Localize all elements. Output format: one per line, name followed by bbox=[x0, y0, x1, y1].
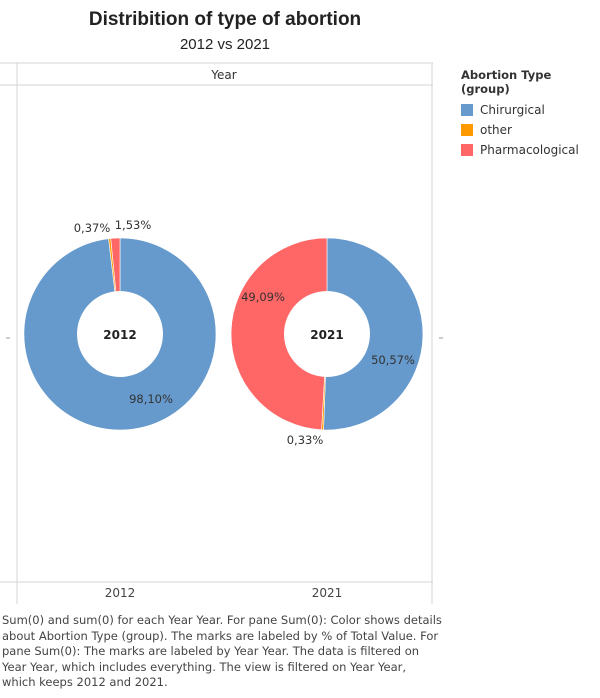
chart-caption: Sum(0) and sum(0) for each Year Year. Fo… bbox=[2, 613, 442, 689]
chart-frame bbox=[0, 62, 443, 604]
legend: Abortion Type (group) Chirurgical other … bbox=[461, 68, 600, 160]
chart-subtitle: 2012 vs 2021 bbox=[179, 36, 271, 53]
legend-title: Abortion Type (group) bbox=[461, 68, 552, 96]
legend-item-chirurgical[interactable]: Chirurgical bbox=[461, 100, 600, 120]
legend-label-pharmacological: Pharmacological bbox=[480, 143, 579, 157]
center-label-2012: 2012 bbox=[103, 328, 136, 342]
data-label-2021-other: 0,33% bbox=[287, 433, 324, 447]
data-label-2021-chirurgical: 50,57% bbox=[371, 353, 415, 367]
data-label-2021-pharmacological: 49,09% bbox=[241, 290, 285, 304]
donut-chart: Year 2012 98,10% 0,37% 1,53% 2021 50,57% 0,33%… bbox=[0, 62, 443, 604]
legend-item-pharmacological[interactable]: Pharmacological bbox=[461, 140, 600, 160]
data-label-2012-chirurgical: 98,10% bbox=[129, 392, 173, 406]
slice-2021-pharmacological[interactable] bbox=[230, 237, 328, 431]
legend-label-chirurgical: Chirurgical bbox=[480, 103, 545, 117]
column-header-year: Year bbox=[210, 68, 236, 82]
x-tick-label-2012: 2012 bbox=[105, 586, 136, 600]
donut-hole-2012 bbox=[77, 291, 163, 377]
chart-title: Distribition of type of abortion bbox=[88, 9, 362, 30]
data-label-2012-pharmacological: 1,53% bbox=[115, 218, 152, 232]
legend-swatch-chirurgical bbox=[461, 104, 473, 116]
legend-swatch-pharmacological bbox=[461, 144, 473, 156]
donut-hole-2021 bbox=[284, 291, 370, 377]
center-label-2021: 2021 bbox=[310, 328, 343, 342]
legend-swatch-other bbox=[461, 124, 473, 136]
legend-item-other[interactable]: other bbox=[461, 120, 600, 140]
slice-2021-chirurgical[interactable] bbox=[323, 237, 424, 431]
data-label-2012-other: 0,37% bbox=[74, 221, 111, 235]
legend-label-other: other bbox=[480, 123, 512, 137]
x-tick-label-2021: 2021 bbox=[312, 586, 343, 600]
